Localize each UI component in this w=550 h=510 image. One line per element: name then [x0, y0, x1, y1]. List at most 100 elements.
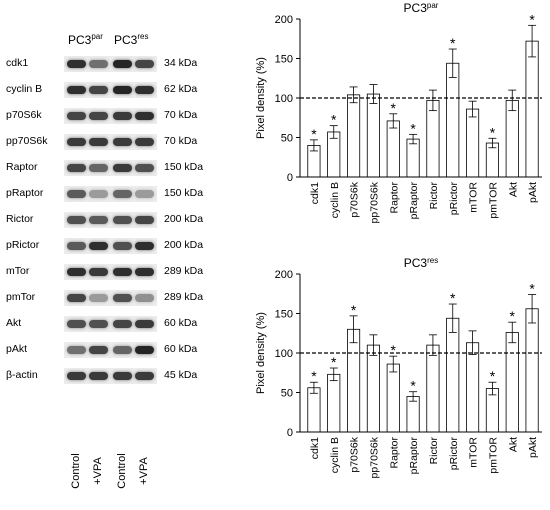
y-axis-label: Pixel density (%) — [255, 312, 267, 394]
protein-label: β-actin — [6, 369, 38, 381]
y-tick-label: 200 — [275, 269, 293, 281]
y-axis-label: Pixel density (%) — [255, 57, 267, 139]
blot-row: pmTor 289 kDa — [0, 288, 240, 310]
bar — [366, 344, 380, 433]
bar — [347, 328, 361, 433]
y-tick-label: 0 — [287, 427, 293, 439]
protein-label: cdk1 — [6, 57, 29, 69]
blot-band — [89, 190, 108, 198]
significance-star: * — [331, 112, 337, 128]
blot-band — [113, 320, 132, 328]
blot-band — [113, 372, 132, 380]
y-tick-label: 100 — [275, 93, 293, 105]
blot-band — [113, 164, 132, 172]
blot-strip — [64, 368, 157, 384]
x-tick-label: pRictor — [448, 437, 460, 471]
blot-band — [67, 112, 86, 120]
blot-strip — [64, 134, 157, 150]
blot-row: pRaptor 150 kDa — [0, 184, 240, 206]
blot-band — [89, 372, 108, 380]
blot-band — [135, 216, 154, 224]
x-tick-label: Rictor — [428, 181, 440, 209]
kda-label: 200 kDa — [164, 213, 204, 225]
blot-band — [135, 138, 154, 146]
blot-band — [113, 294, 132, 302]
protein-label: Rictor — [6, 213, 34, 225]
protein-label: p70S6k — [6, 109, 42, 121]
x-tick-label: Rictor — [428, 436, 440, 464]
blot-strip — [64, 238, 157, 254]
blot-band — [113, 112, 132, 120]
significance-star: * — [490, 368, 496, 384]
y-tick-label: 0 — [287, 172, 293, 184]
protein-label: pmTor — [6, 291, 36, 303]
protein-label: Akt — [6, 317, 22, 329]
blot-band — [135, 190, 154, 198]
protein-label: mTor — [6, 265, 30, 277]
x-tick-label: pmTOR — [487, 182, 499, 219]
bar — [366, 93, 380, 178]
x-tick-label: mTOR — [468, 182, 480, 213]
kda-label: 45 kDa — [164, 369, 198, 381]
blot-strip — [64, 342, 157, 358]
blot-band — [113, 190, 132, 198]
y-tick-label: 50 — [281, 388, 293, 400]
significance-star: * — [351, 302, 357, 318]
x-tick-label: p70S6k — [349, 436, 361, 472]
bar — [525, 308, 539, 433]
lane-label: +VPA — [92, 457, 104, 485]
bar — [327, 373, 341, 433]
bar — [406, 138, 420, 178]
bar — [426, 344, 440, 433]
blot-group-label-base: PC3 — [68, 33, 92, 47]
bar — [406, 396, 420, 433]
blot-strip — [64, 82, 157, 98]
bar-chart-pc3-res: PC3res Pixel density (%) 0 50 100 150 200 * cdk1… — [255, 256, 542, 478]
significance-star: * — [391, 100, 397, 116]
bar — [446, 62, 460, 178]
blot-group-label-res: PC3res — [114, 32, 148, 47]
significance-star: * — [410, 378, 416, 394]
blot-band — [113, 346, 132, 354]
chart-title: PC3par — [404, 1, 439, 16]
significance-star: * — [311, 126, 317, 142]
blot-band — [67, 216, 86, 224]
significance-star: * — [391, 342, 397, 358]
blot-row: mTor 289 kDa — [0, 262, 240, 284]
lane-label: Control — [116, 453, 128, 489]
significance-star: * — [529, 11, 535, 27]
significance-star: * — [331, 354, 337, 370]
x-tick-label: pp70S6k — [368, 436, 380, 478]
blot-band — [135, 242, 154, 250]
blot-band — [89, 138, 108, 146]
x-tick-label: pAkt — [527, 182, 539, 203]
significance-star: * — [510, 308, 516, 324]
blot-band — [89, 320, 108, 328]
kda-label: 289 kDa — [164, 265, 204, 277]
blot-band — [89, 60, 108, 68]
significance-star: * — [450, 35, 456, 51]
x-tick-label: pRaptor — [408, 182, 420, 220]
bar — [386, 120, 400, 178]
blot-band — [67, 242, 86, 250]
x-tick-label: pRaptor — [408, 437, 420, 475]
kda-label: 60 kDa — [164, 343, 198, 355]
x-tick-label: cdk1 — [309, 437, 321, 459]
x-tick-label: Raptor — [388, 436, 400, 468]
blot-band — [89, 242, 108, 250]
y-tick-label: 100 — [275, 348, 293, 360]
y-tick-label: 150 — [275, 309, 293, 321]
blot-band — [89, 86, 108, 94]
blot-row: Raptor 150 kDa — [0, 158, 240, 180]
x-tick-label: cyclin B — [329, 182, 341, 218]
blot-band — [67, 294, 86, 302]
x-tick-label: cdk1 — [309, 182, 321, 204]
western-blot-panel: PC3par PC3res cdk1 34 kDa cyclin B 62 kDa p7… — [0, 0, 240, 510]
protein-label: pAkt — [6, 343, 28, 355]
significance-star: * — [410, 120, 416, 136]
bar — [327, 131, 341, 178]
kda-label: 70 kDa — [164, 109, 198, 121]
kda-label: 150 kDa — [164, 187, 204, 199]
protein-label: Raptor — [6, 161, 38, 173]
bar — [426, 99, 440, 178]
